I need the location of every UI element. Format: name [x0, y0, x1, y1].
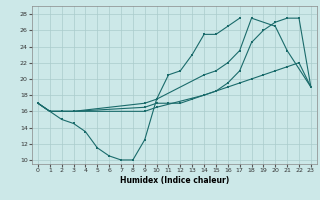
X-axis label: Humidex (Indice chaleur): Humidex (Indice chaleur) — [120, 176, 229, 185]
